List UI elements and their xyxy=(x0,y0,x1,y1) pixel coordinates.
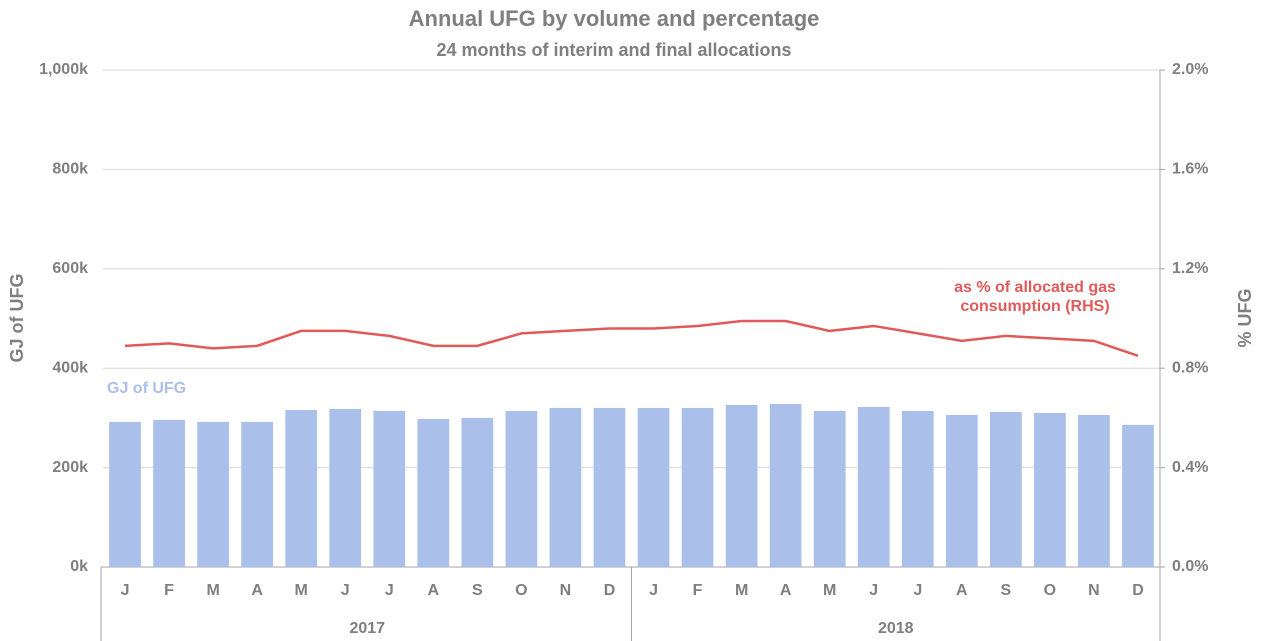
x-tick-label: J xyxy=(121,582,130,599)
x-tick-label: N xyxy=(560,582,572,599)
bar xyxy=(153,419,185,567)
series-label-box: as % of allocated gas consumption (RHS) xyxy=(954,279,1116,315)
y-tick-label: 400k xyxy=(52,359,88,376)
bar xyxy=(1078,414,1110,567)
y2-tick-label: 1.2% xyxy=(1172,260,1208,277)
bar xyxy=(901,410,934,567)
x-tick-label: J xyxy=(913,582,922,599)
x-tick-label: M xyxy=(735,582,748,599)
chart-title: Annual UFG by volume and percentage xyxy=(409,6,820,31)
x-tick-label: D xyxy=(1132,582,1144,599)
y-axis-title: GJ of UFG xyxy=(7,274,27,363)
x-tick-label: M xyxy=(206,582,219,599)
y-tick-label: 0k xyxy=(70,558,88,575)
x-tick-label: M xyxy=(295,582,308,599)
bar xyxy=(725,404,758,567)
y2-tick-label: 0.8% xyxy=(1172,359,1208,376)
bar xyxy=(989,411,1022,567)
bar xyxy=(1034,412,1066,567)
bar xyxy=(285,409,318,567)
bar xyxy=(549,407,582,567)
x-tick-label: F xyxy=(693,582,703,599)
bar xyxy=(329,408,362,567)
bar xyxy=(813,410,846,567)
x-tick-label: J xyxy=(341,582,350,599)
x-tick-label: F xyxy=(164,582,174,599)
bar xyxy=(945,414,978,567)
line xyxy=(124,319,1139,357)
bar xyxy=(241,421,274,567)
y-tick-label: 1,000k xyxy=(39,61,88,78)
bar xyxy=(417,418,450,567)
bar xyxy=(857,406,890,567)
bar xyxy=(505,410,538,567)
x-tick-label: A xyxy=(428,582,440,599)
y2-tick-label: 0.4% xyxy=(1172,459,1208,476)
series-label: as % of allocated gas consumption (RHS) xyxy=(954,279,1116,315)
x-tick-label: O xyxy=(1044,582,1056,599)
y2-tick-label: 0.0% xyxy=(1172,558,1208,575)
bar xyxy=(197,421,229,567)
x-tick-label: S xyxy=(1001,582,1012,599)
x-tick-label: D xyxy=(604,582,616,599)
y-tick-label: 600k xyxy=(52,260,88,277)
series-label: GJ of UFG xyxy=(107,380,186,397)
group-label: 2017 xyxy=(349,620,385,637)
x-tick-label: O xyxy=(515,582,527,599)
x-tick-label: A xyxy=(956,582,968,599)
x-tick-label: S xyxy=(472,582,483,599)
x-tick-label: A xyxy=(251,582,263,599)
bar xyxy=(593,407,626,567)
bar xyxy=(637,407,670,567)
bar xyxy=(681,407,714,567)
bar xyxy=(769,403,802,567)
x-tick-label: M xyxy=(823,582,836,599)
bar xyxy=(109,421,141,567)
y2-tick-label: 2.0% xyxy=(1172,61,1208,78)
x-tick-label: J xyxy=(649,582,658,599)
chart-subtitle: 24 months of interim and final allocatio… xyxy=(436,40,791,60)
y-tick-label: 800k xyxy=(52,161,88,178)
x-tick-label: N xyxy=(1088,582,1100,599)
x-tick-label: A xyxy=(780,582,792,599)
y-tick-label: 200k xyxy=(52,459,88,476)
bar xyxy=(373,410,406,567)
x-tick-label: J xyxy=(385,582,394,599)
bar xyxy=(1122,424,1154,567)
y2-tick-label: 1.6% xyxy=(1172,161,1208,178)
bar xyxy=(461,417,494,567)
group-label: 2018 xyxy=(878,620,914,637)
x-tick-label: J xyxy=(869,582,878,599)
y2-axis-title: % UFG xyxy=(1235,288,1255,347)
